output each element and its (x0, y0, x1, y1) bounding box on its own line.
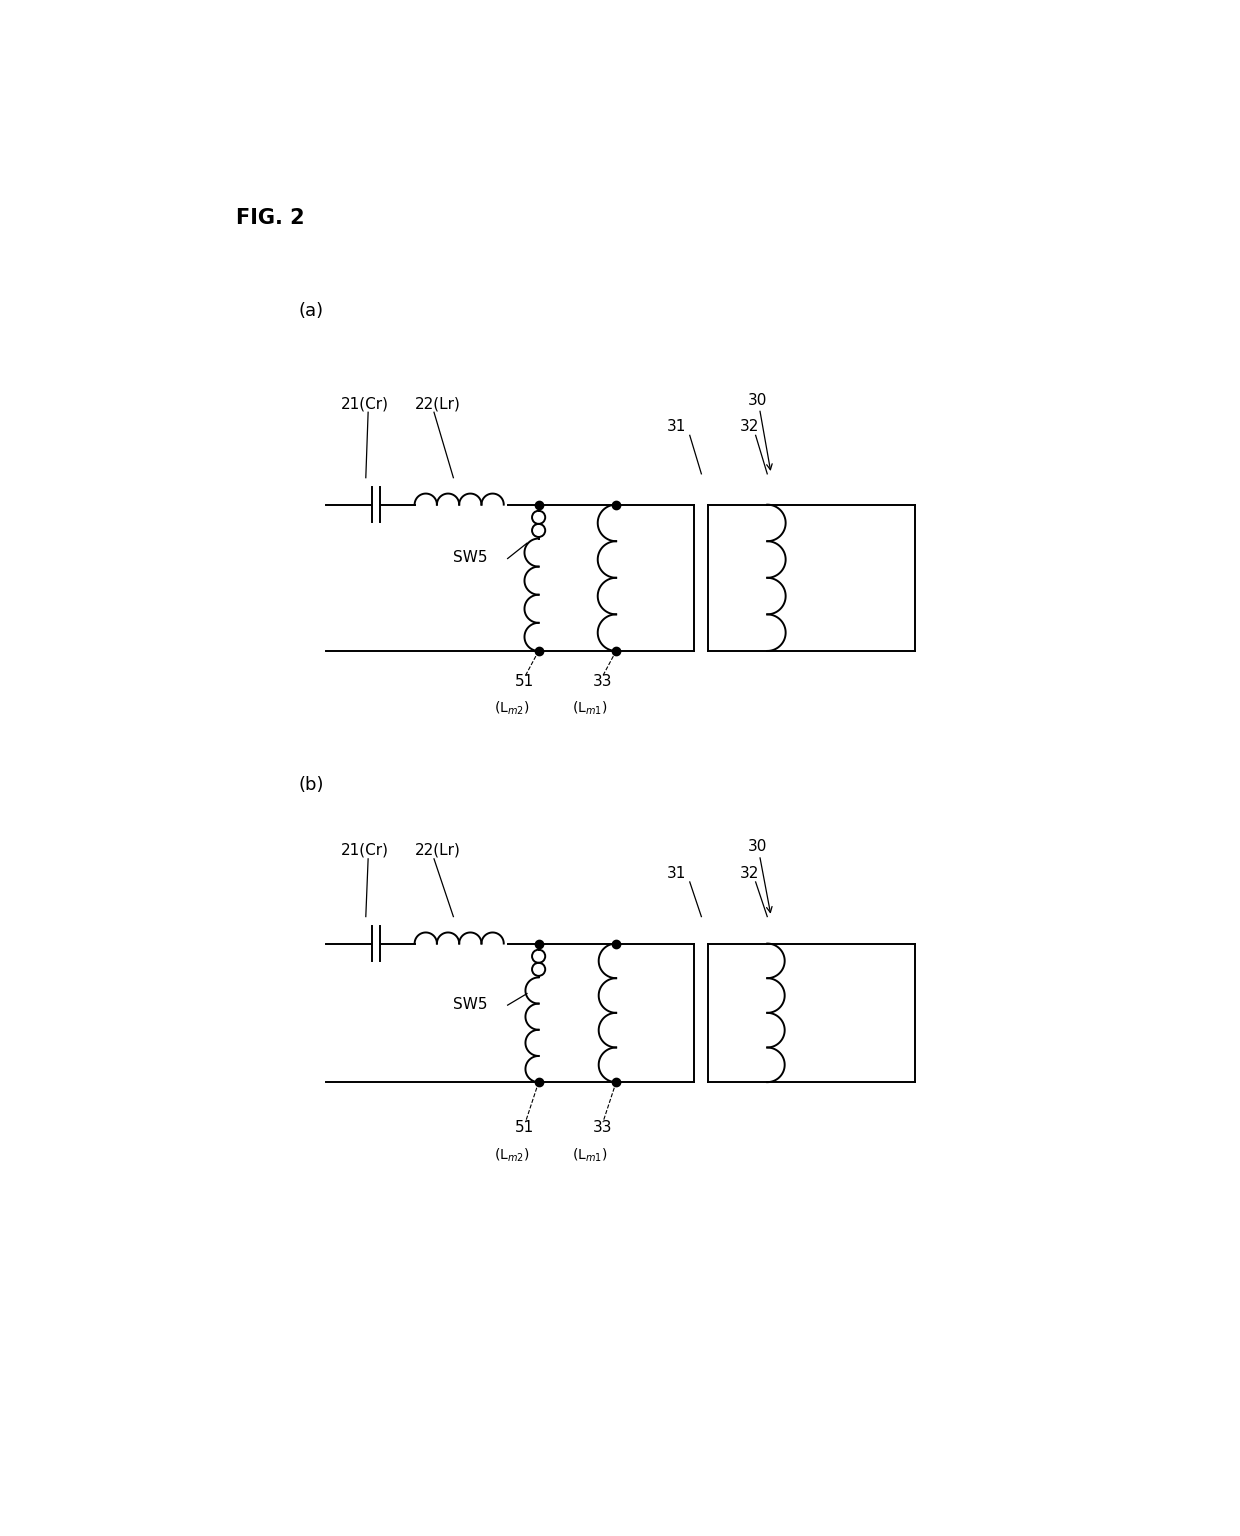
Text: (L$_{m1}$): (L$_{m1}$) (572, 1146, 608, 1164)
Text: (L$_{m2}$): (L$_{m2}$) (495, 699, 529, 717)
Text: FIG. 2: FIG. 2 (237, 207, 305, 227)
Text: 33: 33 (593, 674, 613, 688)
Text: SW5: SW5 (454, 997, 487, 1012)
Text: (L$_{m2}$): (L$_{m2}$) (495, 1146, 529, 1164)
Text: (a): (a) (299, 303, 324, 319)
Text: 51: 51 (516, 1120, 534, 1135)
Text: SW5: SW5 (454, 550, 487, 565)
Text: 33: 33 (593, 1120, 613, 1135)
Text: 32: 32 (740, 866, 759, 882)
Text: 31: 31 (667, 419, 686, 435)
Text: 51: 51 (516, 674, 534, 688)
Text: (L$_{m1}$): (L$_{m1}$) (572, 699, 608, 717)
Text: 21(Cr): 21(Cr) (341, 843, 389, 859)
Text: 22(Lr): 22(Lr) (414, 396, 460, 412)
Text: 30: 30 (748, 839, 768, 854)
Text: 32: 32 (740, 419, 759, 435)
Text: 30: 30 (748, 393, 768, 407)
Text: (b): (b) (299, 776, 324, 794)
Text: 31: 31 (667, 866, 686, 882)
Text: 22(Lr): 22(Lr) (414, 843, 460, 859)
Text: 21(Cr): 21(Cr) (341, 396, 389, 412)
